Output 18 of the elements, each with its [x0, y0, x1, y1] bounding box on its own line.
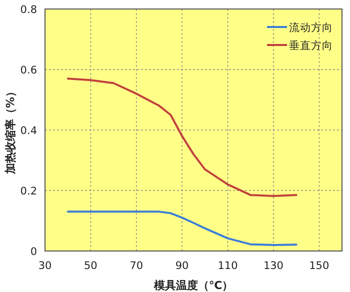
y-tick-label: 0.4 — [20, 125, 38, 137]
legend-label: 垂直方向 — [289, 39, 333, 52]
y-axis-title: 加热收缩率（%） — [4, 86, 17, 176]
x-axis-title: 模具温度（℃） — [152, 279, 234, 292]
y-tick-label: 0.8 — [20, 4, 37, 16]
x-tick-label: 30 — [38, 260, 52, 272]
line-series — [66, 210, 298, 246]
y-tick-label: 0 — [30, 246, 37, 258]
y-tick-label: 0.6 — [20, 64, 38, 76]
legend-label: 流动方向 — [289, 21, 333, 34]
x-tick-label: 110 — [218, 260, 238, 272]
line-series — [66, 78, 298, 197]
x-tick-label: 150 — [309, 260, 330, 272]
x-tick-label: 70 — [130, 260, 144, 272]
x-tick-label: 50 — [84, 260, 98, 272]
y-tick-label: 0.2 — [20, 186, 37, 198]
x-tick-label: 90 — [175, 260, 189, 272]
x-tick-label: 130 — [263, 260, 284, 272]
